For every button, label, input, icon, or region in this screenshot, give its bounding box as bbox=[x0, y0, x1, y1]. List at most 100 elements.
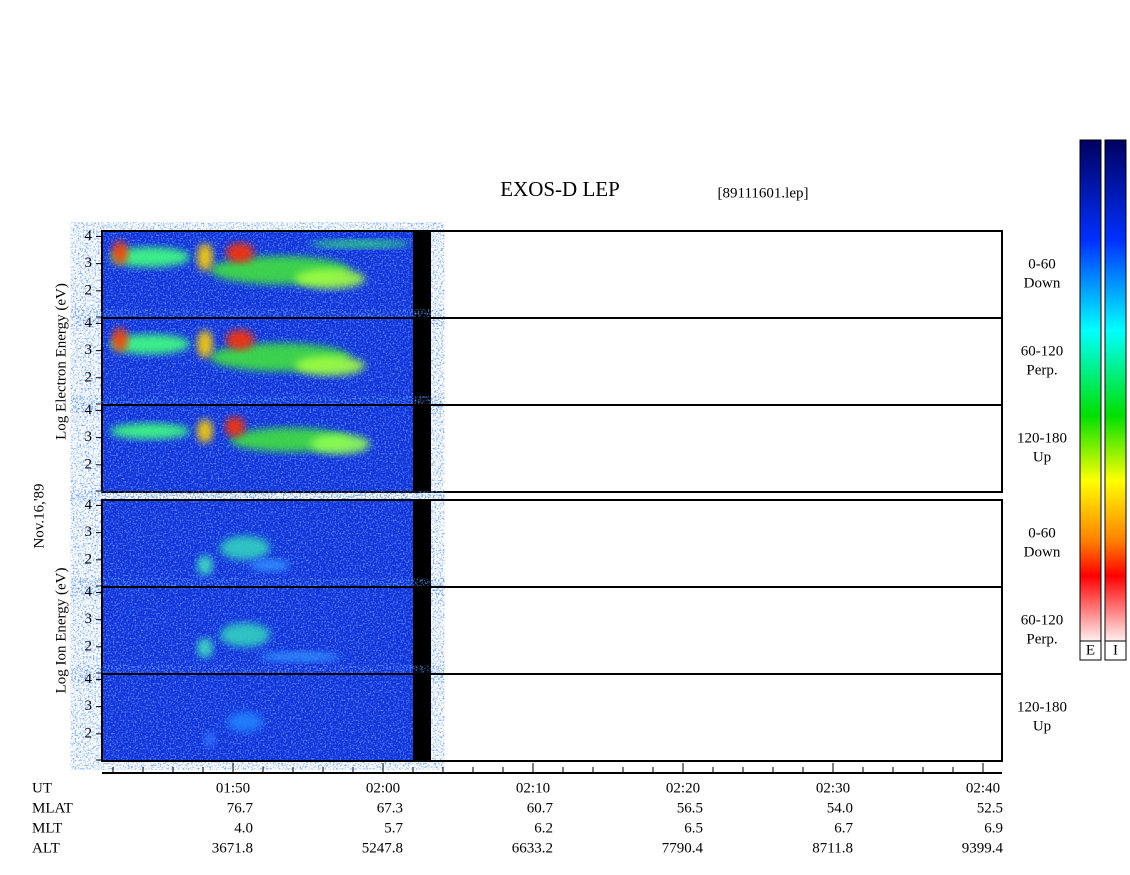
y-tick-label: 2 bbox=[85, 638, 93, 654]
pitch-angle: 0-60 bbox=[1028, 256, 1056, 272]
ephemeris-value: 76.7 bbox=[227, 800, 254, 816]
spectrogram-blob bbox=[310, 240, 410, 249]
data-gap bbox=[413, 674, 431, 761]
direction: Perp. bbox=[1026, 631, 1057, 647]
y-tick-label: 3 bbox=[85, 698, 93, 714]
y-tick-label: 2 bbox=[85, 456, 93, 472]
pitch-angle: 120-180 bbox=[1017, 699, 1067, 715]
direction: Down bbox=[1024, 544, 1061, 560]
ephemeris-value: 6633.2 bbox=[512, 840, 553, 856]
y-tick-label: 4 bbox=[85, 584, 93, 600]
spectrogram-blob bbox=[197, 555, 213, 576]
ephemeris-value: 60.7 bbox=[527, 800, 554, 816]
y-tick-label: 3 bbox=[85, 255, 93, 271]
spectrogram-blob bbox=[220, 622, 270, 647]
ephemeris-value: 6.2 bbox=[534, 820, 553, 836]
spectrogram-blob bbox=[197, 330, 213, 359]
ephemeris-value: 8711.8 bbox=[812, 840, 853, 856]
spectrogram-blob bbox=[225, 416, 245, 437]
y-axis-label: Log Electron Energy (eV) bbox=[53, 283, 69, 440]
spectrogram-blob bbox=[295, 268, 365, 289]
pitch-angle: 60-120 bbox=[1021, 612, 1064, 628]
spectrogram-blob bbox=[197, 243, 213, 272]
y-tick-label: 3 bbox=[85, 342, 93, 358]
y-tick-label: 2 bbox=[85, 369, 93, 385]
data-gap bbox=[413, 500, 431, 587]
spectrogram-blob bbox=[310, 434, 370, 455]
colorbar-label: E bbox=[1086, 642, 1095, 658]
colorbar bbox=[1104, 139, 1127, 642]
data-gap bbox=[413, 587, 431, 674]
spectrogram-blob bbox=[260, 651, 340, 662]
colorbar-box bbox=[1104, 640, 1127, 661]
y-tick-label: 4 bbox=[85, 402, 93, 418]
y-tick-label: 2 bbox=[85, 725, 93, 741]
y-tick-label: 3 bbox=[85, 524, 93, 540]
colorbar-label: I bbox=[1113, 642, 1118, 658]
direction: Up bbox=[1033, 718, 1051, 734]
colorbar bbox=[1079, 139, 1102, 642]
spectrogram-blob bbox=[110, 423, 190, 440]
time-label: 02:40 bbox=[966, 780, 1000, 796]
row-label: MLT bbox=[32, 820, 62, 836]
spectrogram-blob bbox=[220, 535, 270, 560]
direction: Up bbox=[1033, 449, 1051, 465]
direction: Perp. bbox=[1026, 362, 1057, 378]
spectrogram-blob bbox=[226, 242, 254, 263]
spectrogram-blob bbox=[110, 334, 190, 355]
spectrogram-blob bbox=[112, 327, 128, 352]
ephemeris-value: 6.9 bbox=[984, 820, 1003, 836]
data-gap bbox=[413, 231, 431, 318]
y-tick-label: 3 bbox=[85, 611, 93, 627]
spectrogram-blob bbox=[110, 247, 190, 268]
spectrogram-blob bbox=[112, 240, 128, 265]
spectrogram-blob bbox=[295, 355, 365, 376]
title: EXOS-D LEP bbox=[500, 177, 620, 201]
data-gap bbox=[413, 405, 431, 492]
spectrogram-blob bbox=[197, 637, 213, 658]
panel-frame bbox=[101, 673, 1003, 762]
ephemeris-value: 9399.4 bbox=[962, 840, 1004, 856]
colorbar-box bbox=[1079, 640, 1102, 661]
ephemeris-value: 5.7 bbox=[384, 820, 403, 836]
panel-frame bbox=[101, 404, 1003, 493]
ephemeris-value: 3671.8 bbox=[212, 840, 253, 856]
y-tick-label: 2 bbox=[85, 551, 93, 567]
ephemeris-value: 56.5 bbox=[677, 800, 703, 816]
pitch-angle: 120-180 bbox=[1017, 430, 1067, 446]
pitch-angle: 0-60 bbox=[1028, 525, 1056, 541]
ephemeris-value: 54.0 bbox=[827, 800, 853, 816]
row-label: ALT bbox=[32, 840, 60, 856]
direction: Down bbox=[1024, 275, 1061, 291]
time-label: 01:50 bbox=[216, 780, 250, 796]
y-tick-label: 2 bbox=[85, 282, 93, 298]
spectrogram-blob bbox=[226, 329, 254, 350]
spectrogram-blob bbox=[204, 731, 216, 748]
y-tick-label: 4 bbox=[85, 497, 93, 513]
y-tick-label: 4 bbox=[85, 671, 93, 687]
ephemeris-value: 7790.4 bbox=[662, 840, 704, 856]
time-label: 02:30 bbox=[816, 780, 850, 796]
ephemeris-value: 67.3 bbox=[377, 800, 403, 816]
spectrogram-blob bbox=[250, 559, 290, 572]
time-label: 02:10 bbox=[516, 780, 550, 796]
y-tick-label: 4 bbox=[85, 228, 93, 244]
ephemeris-value: 6.7 bbox=[834, 820, 853, 836]
ephemeris-value: 4.0 bbox=[234, 820, 253, 836]
file-name: [89111601.lep] bbox=[718, 185, 809, 201]
ephemeris-value: 6.5 bbox=[684, 820, 703, 836]
y-axis-label: Log Ion Energy (eV) bbox=[53, 568, 69, 694]
row-label: MLAT bbox=[32, 800, 73, 816]
pitch-angle: 60-120 bbox=[1021, 343, 1064, 359]
spectrogram-blob bbox=[227, 711, 263, 732]
ephemeris-value: 52.5 bbox=[977, 800, 1003, 816]
data-gap bbox=[413, 318, 431, 405]
time-label: 02:00 bbox=[366, 780, 400, 796]
y-tick-label: 3 bbox=[85, 429, 93, 445]
ephemeris-value: 5247.8 bbox=[362, 840, 403, 856]
time-label: 02:20 bbox=[666, 780, 700, 796]
date: Nov.16,'89 bbox=[31, 483, 47, 548]
spectrogram-blob bbox=[197, 419, 213, 444]
row-label: UT bbox=[32, 780, 52, 796]
